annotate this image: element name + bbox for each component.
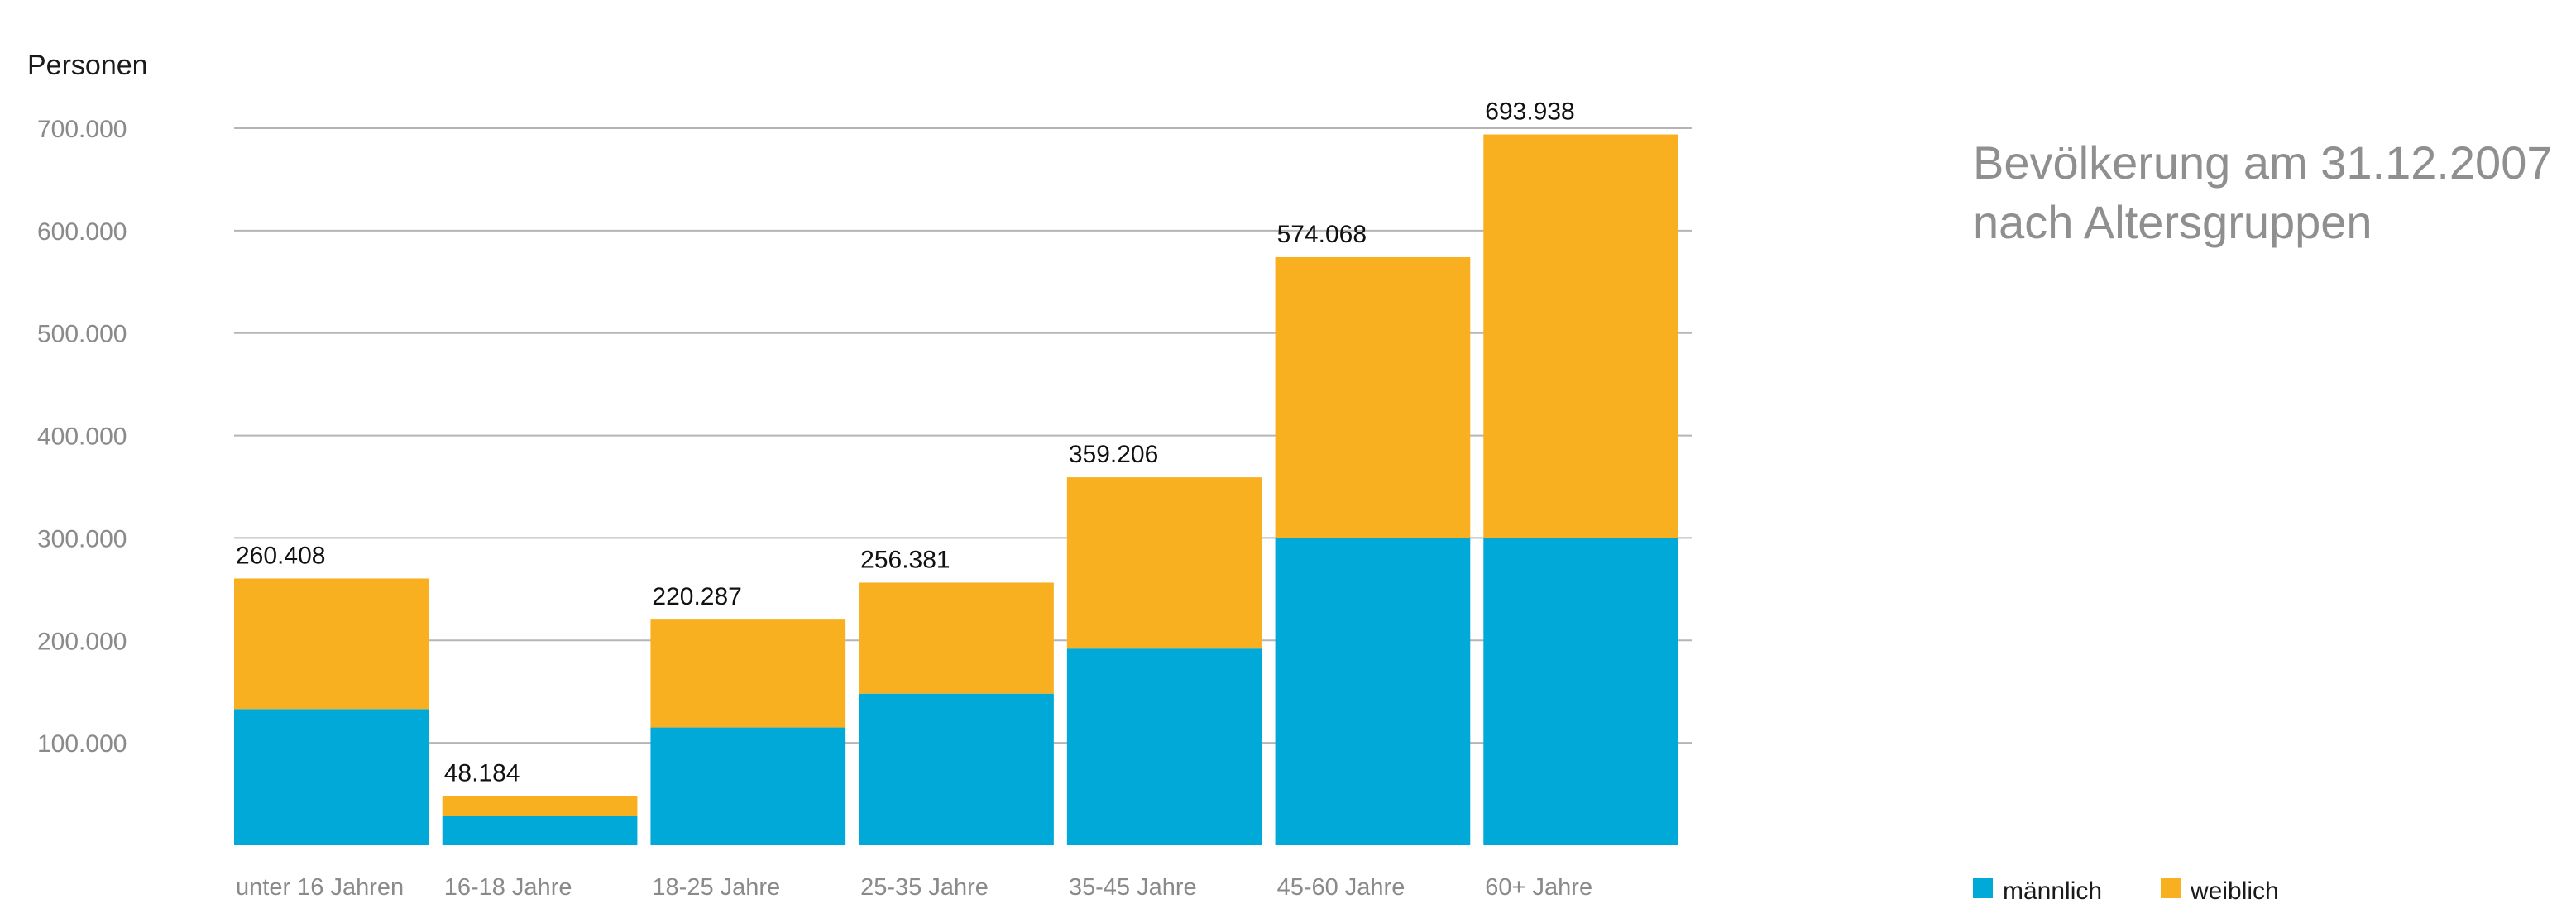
total-label: 256.381 [860, 546, 950, 573]
legend: männlich weiblich [1973, 878, 2279, 904]
x-tick-label: 18-25 Jahre [652, 874, 780, 901]
y-tick-label: 100.000 [37, 730, 127, 758]
bar-segment [442, 816, 638, 845]
bar-segment [442, 796, 638, 816]
y-tick-label: 500.000 [37, 321, 127, 348]
x-tick-labels: unter 16 Jahren 16-18 Jahre 18-25 Jahre 25-… [236, 874, 1592, 901]
bar-segment [234, 709, 429, 845]
y-tick-label: 200.000 [37, 628, 127, 655]
chart-title-line-1: Bevölkerung am 31.12.2007 [1973, 136, 2553, 189]
bars [234, 134, 1678, 845]
chart-title-line-2: nach Altersgruppen [1973, 196, 2373, 248]
bar-segment [1066, 477, 1262, 649]
legend-label: männlich [2003, 878, 2102, 904]
total-label: 220.287 [652, 583, 741, 610]
x-tick-label: 25-35 Jahre [860, 874, 989, 901]
bar-segment [650, 727, 846, 845]
y-tick-label: 300.000 [37, 525, 127, 552]
y-tick-label: 600.000 [37, 218, 127, 246]
bar-segment [1483, 538, 1678, 845]
x-tick-label: unter 16 Jahren [236, 874, 404, 901]
x-tick-label: 16-18 Jahre [444, 874, 572, 901]
legend-swatch [2161, 878, 2181, 898]
total-labels: 260.408 48.184 220.287 256.381 359.206 574.06… [236, 98, 1575, 787]
y-tick-label: 700.000 [37, 116, 127, 143]
bar-segment [859, 693, 1054, 845]
total-label: 260.408 [236, 542, 325, 569]
bar-segment [1483, 134, 1678, 538]
y-tick-label: 400.000 [37, 423, 127, 451]
bar-segment [1066, 648, 1262, 845]
x-tick-label: 60+ Jahre [1485, 874, 1592, 901]
bar-segment [650, 619, 846, 728]
bar-segment [1275, 538, 1471, 845]
bar-segment [234, 578, 429, 710]
bar-segment [1275, 256, 1471, 538]
x-tick-label: 35-45 Jahre [1069, 874, 1197, 901]
y-tick-labels: 100.000 200.000 300.000 400.000 500.000 600.0… [37, 116, 127, 758]
legend-label: weiblich [2190, 878, 2279, 904]
chart-title: Bevölkerung am 31.12.2007 nach Altersgru… [1973, 136, 2553, 248]
total-label: 693.938 [1485, 98, 1574, 126]
bar-segment [859, 582, 1054, 694]
total-label: 48.184 [444, 759, 520, 787]
gridlines [234, 127, 1692, 744]
total-label: 359.206 [1069, 441, 1158, 468]
legend-swatch [1973, 878, 1993, 898]
total-label: 574.068 [1277, 221, 1367, 248]
y-axis-title: Personen [27, 50, 148, 81]
x-tick-label: 45-60 Jahre [1277, 874, 1405, 901]
